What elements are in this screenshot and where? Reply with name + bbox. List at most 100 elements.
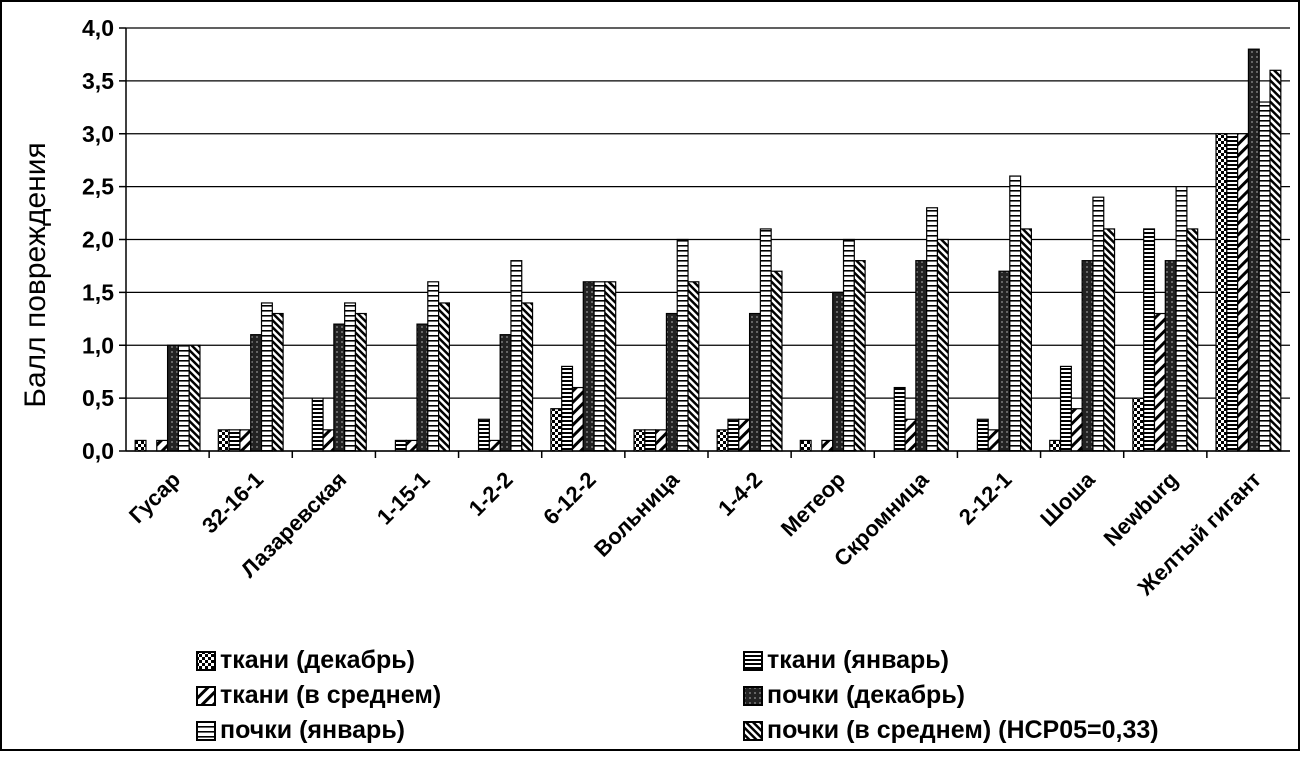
x-tick-label: Newburg: [1099, 467, 1183, 551]
y-tick-label: 0,5: [82, 385, 114, 411]
x-tick-label: Гусар: [124, 467, 185, 528]
bar: [510, 260, 523, 452]
bar: [177, 344, 190, 452]
legend-swatch: [196, 685, 216, 706]
bar: [936, 238, 949, 452]
bar: [271, 312, 284, 452]
bar: [748, 312, 761, 452]
bar: [593, 281, 606, 452]
bars: [134, 48, 1282, 452]
x-tick-label: 1-2-2: [464, 467, 518, 521]
bar: [188, 344, 201, 452]
legend-item: ткани (январь): [743, 646, 949, 675]
y-tick-label: 3,0: [82, 121, 114, 147]
bar: [1175, 186, 1188, 452]
legend-item: почки (январь): [196, 716, 405, 745]
legend-label: ткани (декабрь): [220, 646, 415, 674]
legend-item: почки (декабрь): [743, 681, 965, 710]
grid: [126, 27, 1290, 452]
bar: [759, 228, 772, 452]
bar: [604, 281, 617, 452]
bar: [166, 344, 179, 452]
x-tick-label: Метеор: [776, 467, 850, 541]
bar: [499, 334, 512, 452]
bar: [427, 281, 440, 452]
bar: [716, 429, 729, 452]
bar: [521, 302, 534, 452]
legend-label: почки (декабрь): [767, 681, 966, 709]
bar: [1092, 196, 1105, 452]
legend-item: ткани (декабрь): [196, 646, 415, 675]
bar: [1103, 228, 1116, 452]
bar: [228, 429, 241, 452]
bar: [738, 418, 751, 452]
legend-label: почки (в среднем) (НСР05=0,33): [767, 716, 1159, 744]
bar: [1009, 175, 1022, 452]
bar: [687, 281, 700, 452]
bar: [416, 323, 429, 452]
x-tick-label: 6-12-2: [538, 467, 601, 530]
bar: [1186, 228, 1199, 452]
y-tick-label: 1,5: [82, 279, 114, 305]
bar: [727, 418, 740, 452]
bar: [655, 429, 668, 452]
legend: ткани (декабрь) ткани (январь) ткани (в …: [0, 640, 1302, 753]
bar: [1153, 312, 1166, 452]
bar: [405, 439, 418, 452]
x-tick-label: 1-15-1: [372, 467, 435, 530]
x-tick-label: 1-4-2: [713, 467, 767, 521]
bar: [260, 302, 273, 452]
bar: [1059, 365, 1072, 452]
y-tick-label: 1,0: [82, 332, 114, 358]
y-axis-title: Балл повреждения: [19, 142, 52, 407]
bar: [853, 260, 866, 452]
bar: [156, 439, 169, 452]
bar: [915, 260, 928, 452]
legend-swatch: [743, 685, 763, 706]
y-tick-label: 4,0: [82, 15, 114, 41]
bar: [322, 429, 335, 452]
bar: [799, 439, 812, 452]
bar: [633, 429, 646, 452]
y-tick-label: 3,5: [82, 68, 114, 94]
bar: [1237, 133, 1250, 452]
bar: [1049, 439, 1062, 452]
bar: [354, 312, 367, 452]
x-tick-label: Шоша: [1035, 466, 1100, 531]
bar: [1226, 133, 1239, 452]
legend-label: ткани (в среднем): [220, 681, 442, 709]
bar: [676, 238, 689, 452]
bar: [665, 312, 678, 452]
bar: [488, 439, 501, 452]
bar: [1164, 260, 1177, 452]
legend-item: ткани (в среднем): [196, 681, 441, 710]
bar: [217, 429, 230, 452]
bar: [582, 281, 595, 452]
bar: [976, 418, 989, 452]
bar: [550, 408, 563, 452]
y-tick-label: 2,0: [82, 227, 114, 253]
legend-swatch: [196, 720, 216, 741]
legend-swatch: [743, 650, 763, 671]
bar: [893, 386, 906, 452]
bar: [1258, 101, 1271, 452]
bar: [571, 386, 584, 452]
bar: [1215, 133, 1228, 452]
legend-label: ткани (январь): [767, 646, 949, 674]
bar: [1070, 408, 1083, 452]
bar: [333, 323, 346, 452]
bar: [1081, 260, 1094, 452]
bar: [832, 291, 845, 452]
bar: [821, 439, 834, 452]
x-tick-label: 2-12-1: [954, 467, 1017, 530]
bar: [239, 429, 252, 452]
bar: [1132, 397, 1145, 452]
legend-swatch: [743, 720, 763, 741]
bar: [561, 365, 574, 452]
legend-item: почки (в среднем) (НСР05=0,33): [743, 716, 1159, 745]
bar: [904, 418, 917, 452]
bar: [987, 429, 1000, 452]
bar: [644, 429, 657, 452]
